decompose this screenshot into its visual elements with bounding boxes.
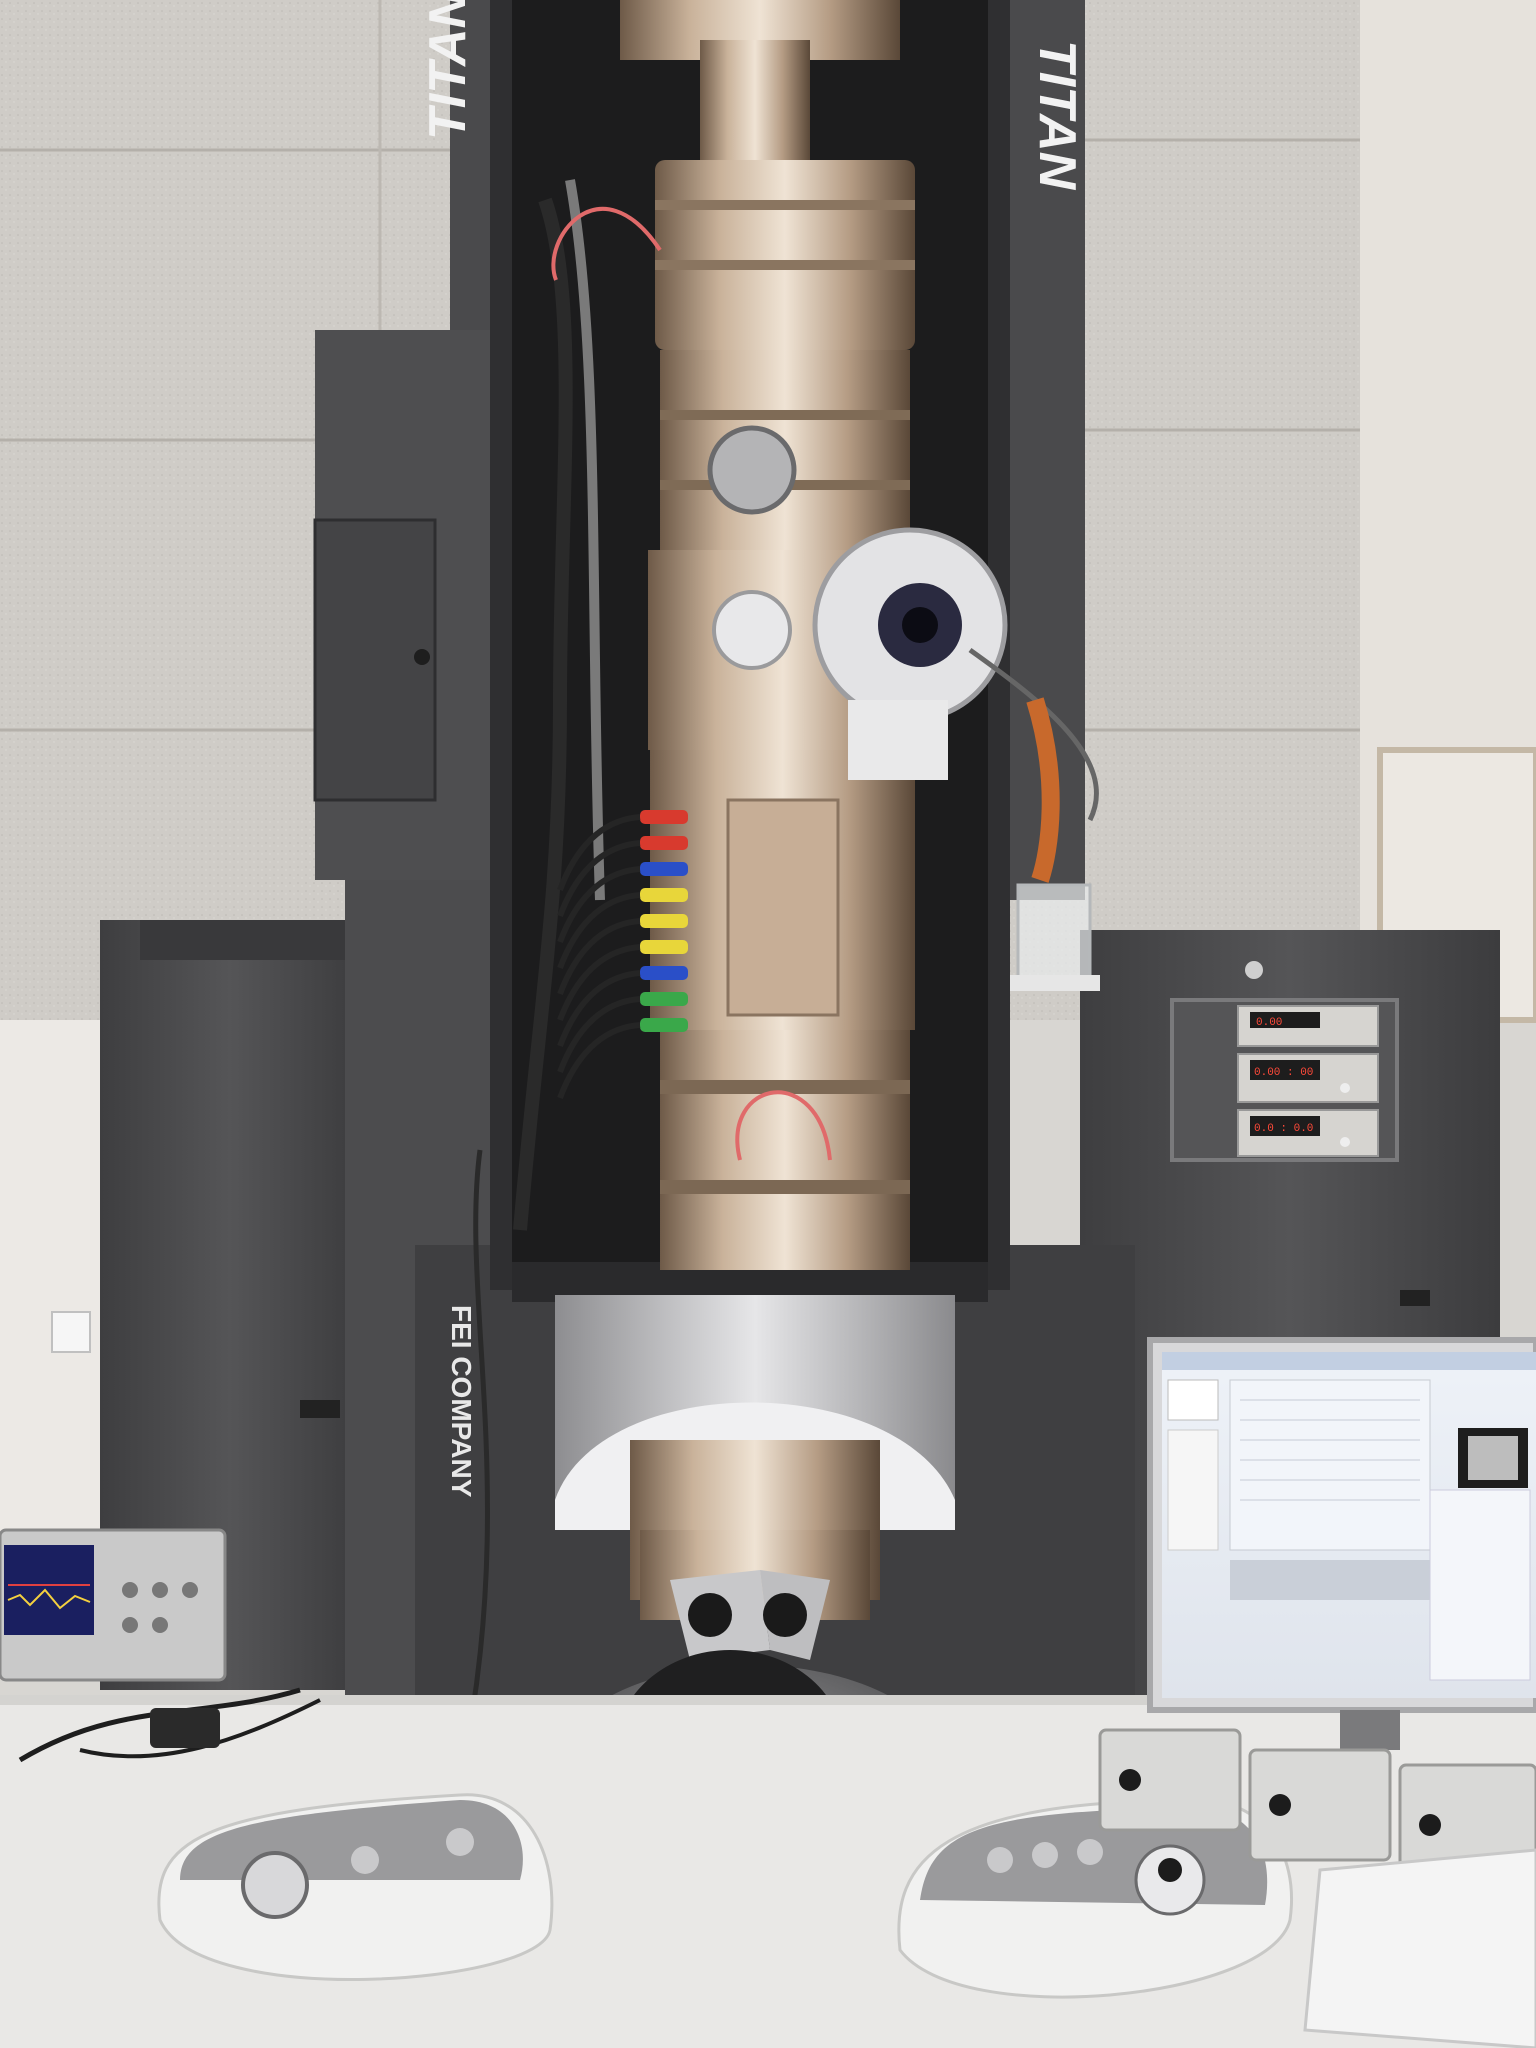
cable-plug <box>640 888 688 902</box>
cable-plug <box>640 836 688 850</box>
cable-plug <box>640 992 688 1006</box>
magnification-knob[interactable] <box>1077 1839 1103 1865</box>
binocular-viewer <box>670 1570 830 1660</box>
focus-knob[interactable] <box>987 1847 1013 1873</box>
electron-column <box>620 0 918 1270</box>
left-control-panel <box>157 1793 554 1982</box>
side-detector <box>812 527 1008 780</box>
brand-label-right: TITAN <box>1028 40 1086 191</box>
cable-plugs <box>557 810 688 1100</box>
readout-1: 0.00 <box>1256 1017 1282 1029</box>
left-knob[interactable] <box>351 1846 379 1874</box>
manufacturer-label: FEI COMPANY <box>446 1305 477 1498</box>
cable-bundle <box>457 179 1099 1781</box>
readout-panel: 0.00 0.00 : 00 0.0 : 0.0 <box>1237 1005 1379 1157</box>
right-control-panel <box>897 1798 1293 1999</box>
control-boxes <box>1098 1728 1536 1877</box>
intensity-knob[interactable] <box>1032 1842 1058 1868</box>
readout-3: 0.0 : 0.0 <box>1254 1123 1313 1135</box>
cable-plug <box>640 914 688 928</box>
cable-line <box>557 944 641 1022</box>
probe-adapter <box>150 1708 220 1748</box>
cable-plug <box>640 940 688 954</box>
lens-shield <box>555 1295 955 1620</box>
cable-line <box>557 918 641 996</box>
cable-line <box>557 814 641 892</box>
cable-plug <box>640 1018 688 1032</box>
cable-line <box>557 866 641 944</box>
control-box-1-knob[interactable] <box>1119 1769 1141 1791</box>
cable-plug <box>640 810 688 824</box>
readout-2: 0.00 : 00 <box>1254 1067 1313 1079</box>
control-box-2-knob[interactable] <box>1269 1794 1291 1816</box>
trackball[interactable] <box>241 1851 309 1919</box>
right-knob[interactable] <box>446 1828 474 1856</box>
cable-line <box>557 970 641 1048</box>
keyboard[interactable] <box>1303 1848 1536 2048</box>
brand-label-left: TITAN <box>419 0 477 140</box>
cable-plug <box>640 862 688 876</box>
wall-socket <box>51 1311 91 1353</box>
cable-line <box>557 840 641 918</box>
oscilloscope <box>0 1528 227 1682</box>
monitor <box>1147 1337 1536 1750</box>
beaker <box>1010 883 1100 991</box>
cable-line <box>557 1022 641 1100</box>
control-box-3-knob[interactable] <box>1419 1814 1441 1836</box>
cable-plug <box>640 966 688 980</box>
cable-line <box>557 996 641 1074</box>
joystick[interactable] <box>1158 1858 1182 1882</box>
cable-line <box>557 892 641 970</box>
